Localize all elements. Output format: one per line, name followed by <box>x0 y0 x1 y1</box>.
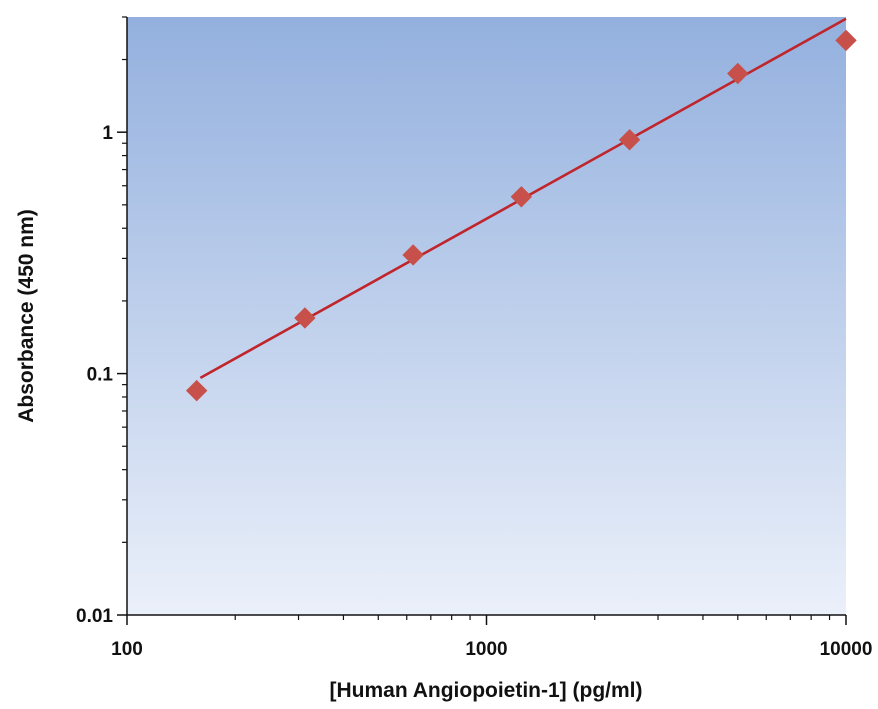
data-point-marker <box>402 244 424 266</box>
x-tick-label: 10000 <box>820 639 873 660</box>
y-tick-label: 1 <box>102 123 113 144</box>
data-point-marker <box>727 62 749 85</box>
minor-ticks <box>122 16 831 620</box>
major-ticks <box>117 131 847 625</box>
data-points <box>185 29 857 402</box>
x-axis-title: [Human Angiopoietin-1] (pg/ml) <box>329 679 642 702</box>
data-point-marker <box>294 307 316 329</box>
y-tick-label: 0.01 <box>76 606 113 627</box>
data-point-marker <box>185 379 208 402</box>
data-point-marker <box>510 186 533 208</box>
data-point-marker <box>835 29 857 52</box>
x-tick-labels: 100 1000 10000 <box>111 639 872 660</box>
data-point-marker <box>618 129 641 151</box>
y-axis-title: Absorbance (450 nm) <box>15 209 38 423</box>
y-tick-labels: 0.01 0.1 1 <box>76 123 113 627</box>
y-tick-label: 0.1 <box>87 365 114 386</box>
x-tick-label: 1000 <box>465 639 507 660</box>
plot-area <box>127 17 846 615</box>
x-tick-label: 100 <box>111 639 143 660</box>
